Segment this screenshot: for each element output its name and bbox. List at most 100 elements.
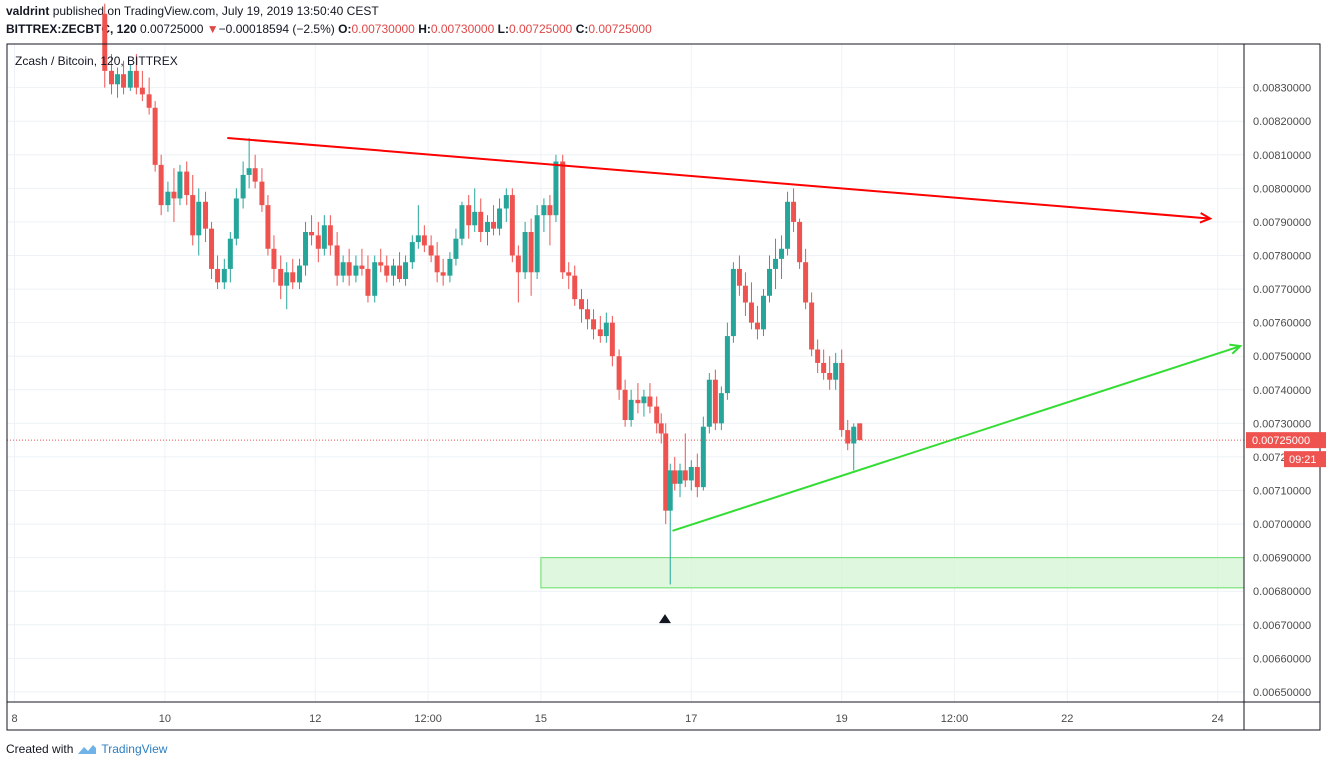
candle-body <box>821 362 827 373</box>
candle-down <box>663 423 669 525</box>
y-tick-label: 0.00820000 <box>1253 116 1311 128</box>
x-tick-label: 12:00 <box>414 713 442 725</box>
x-tick-label: 17 <box>685 713 697 725</box>
candle-down <box>857 423 863 441</box>
candle-body <box>139 87 145 95</box>
y-tick-label: 0.00670000 <box>1253 620 1311 632</box>
candle-down <box>190 174 196 246</box>
author-name[interactable]: valdrint <box>6 4 50 18</box>
candle-down <box>754 305 760 340</box>
candle-body <box>327 225 333 246</box>
candle-up <box>497 198 503 236</box>
candle-body <box>215 268 221 283</box>
candle-down <box>440 258 446 286</box>
candle-body <box>409 242 415 263</box>
open-label: O: <box>338 22 352 36</box>
y-tick-label: 0.00780000 <box>1253 251 1311 263</box>
candle-body <box>748 302 754 323</box>
candle-body <box>730 268 736 337</box>
candle-up <box>353 255 359 283</box>
tradingview-brand[interactable]: TradingView <box>101 742 168 756</box>
candle-body <box>597 329 603 337</box>
candle-body <box>158 164 164 206</box>
candle-down <box>466 195 472 239</box>
candle-down <box>121 60 127 95</box>
support-line <box>672 345 1241 532</box>
candle-up <box>553 154 559 222</box>
candle-up <box>453 228 459 266</box>
candle-up <box>233 188 239 246</box>
candle-down <box>278 255 284 300</box>
candle-body <box>384 265 390 276</box>
candle-down <box>591 309 597 340</box>
candle-body <box>724 336 730 394</box>
candle-body <box>736 268 742 286</box>
support-line-arrowhead <box>1229 343 1243 355</box>
candle-body <box>622 389 628 420</box>
candle-body <box>459 205 465 239</box>
candle-body <box>497 208 503 229</box>
candle-body <box>779 248 785 259</box>
candle-body <box>421 235 427 246</box>
candle-down <box>797 218 803 269</box>
candle-up <box>340 255 346 283</box>
candle-body <box>209 228 215 269</box>
candle-up <box>730 262 736 343</box>
candle-up <box>760 289 766 337</box>
candle-down <box>184 161 190 206</box>
candle-body <box>240 174 246 199</box>
candle-up <box>541 198 547 232</box>
candle-body <box>491 221 497 229</box>
demand-zone-layer <box>540 557 1245 589</box>
resistance-line-arrowhead <box>1199 212 1213 224</box>
last-price: 0.00725000 <box>140 22 204 36</box>
candle-body <box>616 356 622 390</box>
candle-down <box>809 292 815 357</box>
candle-down <box>365 255 371 303</box>
candle-down <box>378 248 384 273</box>
marker-triangle-icon <box>658 614 671 624</box>
candle-down <box>597 315 603 343</box>
y-tick-label: 0.00800000 <box>1253 183 1311 195</box>
candle-body <box>760 295 766 330</box>
candle-down <box>845 420 851 451</box>
candle-body <box>566 272 572 276</box>
candle-body <box>628 399 634 420</box>
candle-body <box>791 201 797 222</box>
candle-body <box>609 322 615 357</box>
candle-down <box>102 3 108 88</box>
candle-body <box>146 94 152 108</box>
candle-down <box>658 413 664 444</box>
candle-up <box>785 191 791 256</box>
candle-body <box>553 161 559 216</box>
footer: Created with TradingView <box>6 742 167 756</box>
candle-up <box>447 252 453 283</box>
candle-body <box>809 302 815 350</box>
candle-up <box>227 232 233 283</box>
candle-down <box>839 349 845 437</box>
candle-body <box>297 265 303 283</box>
candle-up <box>779 235 785 279</box>
x-tick-label: 12:00 <box>941 713 969 725</box>
close-value: 0.00725000 <box>588 22 652 36</box>
candle-down <box>309 215 315 246</box>
trendlines-layer <box>227 137 1243 624</box>
candle-body <box>682 470 688 481</box>
candle-up <box>177 164 183 206</box>
y-tick-label: 0.00830000 <box>1253 83 1311 95</box>
candle-down <box>585 299 591 330</box>
candle-body <box>165 191 171 206</box>
candle-body <box>785 201 791 249</box>
x-tick-label: 12 <box>309 713 321 725</box>
candle-body <box>290 272 296 283</box>
candle-down <box>654 396 660 434</box>
candle-down <box>791 188 797 232</box>
x-tick-label: 10 <box>159 713 171 725</box>
candle-up <box>409 235 415 269</box>
candle-body <box>252 168 258 182</box>
candle-down <box>109 54 115 95</box>
candle-down <box>515 245 521 303</box>
candle-body <box>654 406 660 424</box>
candle-body <box>152 107 158 165</box>
